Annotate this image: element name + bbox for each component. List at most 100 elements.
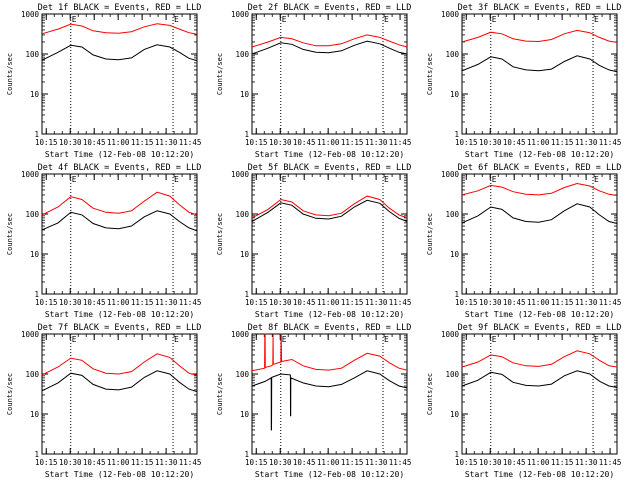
plot-7-ytick-label: 1000: [21, 330, 40, 339]
plot-7-ytick-label: 10: [30, 410, 40, 419]
plot-6-xtick-label: 11:30: [575, 298, 598, 307]
plot-4-xtick-label: 11:00: [107, 298, 130, 307]
plot-3-xtick-label: 11:00: [527, 138, 550, 147]
plot-4-xtick-label: 10:45: [83, 298, 106, 307]
plot-1-lld-line: [41, 23, 198, 35]
plot-6-frame: [461, 173, 618, 295]
plot-4-ytick-label: 1000: [21, 170, 40, 179]
plot-8-ylabel: Counts/sec: [216, 373, 224, 415]
plot-8-ytick-label: 100: [235, 370, 249, 379]
plot-2-xtick-label: 10:15: [245, 138, 268, 147]
plot-8-events-line: [251, 370, 408, 431]
plot-3-marker-label: E: [492, 15, 497, 24]
plot-2-frame: [251, 13, 408, 135]
plot-7-frame: [41, 333, 198, 455]
plot-2-ytick-label: 1: [244, 130, 249, 139]
plot-8-marker-label: E: [384, 335, 389, 344]
plot-5-xtick-label: 11:30: [365, 298, 388, 307]
plot-5-marker-label: E: [282, 175, 287, 184]
plot-7-xlabel: Start Time (12-Feb-08 10:12:20): [45, 470, 194, 479]
plot-4-xtick-label: 11:15: [131, 298, 154, 307]
plot-9-xlabel: Start Time (12-Feb-08 10:12:20): [465, 470, 614, 479]
plot-4-events-line: [41, 210, 198, 232]
plot-2-ytick-label: 100: [235, 50, 249, 59]
plot-5-title: Det 5f BLACK = Events, RED = LLD: [248, 163, 412, 173]
plot-5-xlabel: Start Time (12-Feb-08 10:12:20): [255, 310, 404, 319]
plot-9-ytick-label: 1000: [441, 330, 460, 339]
plot-6-xtick-label: 10:30: [479, 298, 502, 307]
plot-7-events-line: [41, 370, 198, 393]
plot-4-ytick-label: 100: [25, 210, 39, 219]
plot-7-title: Det 7f BLACK = Events, RED = LLD: [38, 323, 202, 333]
plot-4-ylabel: Counts/sec: [6, 213, 14, 255]
plot-6-marker-label: E: [492, 175, 497, 184]
plot-8-ytick-label: 1: [244, 450, 249, 459]
plot-5-xtick-label: 10:30: [269, 298, 292, 307]
plot-2-title: Det 2f BLACK = Events, RED = LLD: [248, 3, 412, 13]
plot-7-xtick-label: 11:15: [131, 458, 154, 467]
plot-3-ytick-label: 100: [445, 50, 459, 59]
plot-8-xtick-label: 11:00: [317, 458, 340, 467]
plot-8-xtick-label: 10:30: [269, 458, 292, 467]
plot-3-xtick-label: 11:30: [575, 138, 598, 147]
plot-7-xtick-label: 10:30: [59, 458, 82, 467]
plot-8-ytick-label: 10: [240, 410, 250, 419]
plot-2-xtick-label: 10:30: [269, 138, 292, 147]
plot-9-ytick-label: 1: [454, 450, 459, 459]
plot-4-ytick-label: 10: [30, 250, 40, 259]
plot-9-frame: [461, 333, 618, 455]
plot-2-xtick-label: 11:45: [389, 138, 412, 147]
plot-2-marker-label: E: [282, 15, 287, 24]
plot-5-marker-label: E: [384, 175, 389, 184]
plot-4-xtick-label: 10:15: [35, 298, 58, 307]
plot-1-ytick-label: 100: [25, 50, 39, 59]
plot-3-events-line: [461, 55, 618, 73]
plot-3-xtick-label: 10:15: [455, 138, 478, 147]
plot-5-ylabel: Counts/sec: [216, 213, 224, 255]
plot-1-xlabel: Start Time (12-Feb-08 10:12:20): [45, 150, 194, 159]
plot-4-ytick-label: 1: [34, 290, 39, 299]
plot-1-xtick-label: 11:30: [155, 138, 178, 147]
plot-9-marker-label: E: [492, 335, 497, 344]
plot-1-frame: [41, 13, 198, 135]
plot-3-xtick-label: 11:45: [599, 138, 622, 147]
plot-6-xtick-label: 11:45: [599, 298, 622, 307]
plot-9-xtick-label: 11:15: [551, 458, 574, 467]
plot-2-events-line: [251, 40, 408, 55]
plot-4-xtick-label: 11:30: [155, 298, 178, 307]
plot-9-xtick-label: 11:30: [575, 458, 598, 467]
plot-6-ytick-label: 100: [445, 210, 459, 219]
plot-3-ylabel: Counts/sec: [426, 53, 434, 95]
plot-7-marker-label: E: [72, 335, 77, 344]
plot-5-xtick-label: 10:45: [293, 298, 316, 307]
plot-9-xtick-label: 10:30: [479, 458, 502, 467]
plot-8-marker-label: E: [282, 335, 287, 344]
plot-9-marker-label: E: [594, 335, 599, 344]
plot-5-ytick-label: 100: [235, 210, 249, 219]
plot-8-ytick-label: 1000: [231, 330, 250, 339]
plot-7-xtick-label: 11:45: [179, 458, 202, 467]
plot-1-xtick-label: 10:15: [35, 138, 58, 147]
plot-9-xtick-label: 10:45: [503, 458, 526, 467]
plot-5-xtick-label: 11:15: [341, 298, 364, 307]
plot-3-ytick-label: 1000: [441, 10, 460, 19]
plot-8-xtick-label: 11:15: [341, 458, 364, 467]
plot-7-marker-label: E: [174, 335, 179, 344]
plot-5-ytick-label: 10: [240, 250, 250, 259]
plot-3-xtick-label: 10:45: [503, 138, 526, 147]
plot-5-events-line: [251, 199, 408, 222]
plot-1-xtick-label: 10:45: [83, 138, 106, 147]
plot-5-xtick-label: 10:15: [245, 298, 268, 307]
plot-7-xtick-label: 10:15: [35, 458, 58, 467]
plot-8-frame: [251, 333, 408, 455]
plot-5-lld-line: [251, 195, 408, 219]
plot-3-marker-label: E: [594, 15, 599, 24]
plot-8-title: Det 8f BLACK = Events, RED = LLD: [248, 323, 412, 333]
plot-3-ytick-label: 1: [454, 130, 459, 139]
plot-4-frame: [41, 173, 198, 295]
plot-1-title: Det 1f BLACK = Events, RED = LLD: [38, 3, 202, 13]
plot-9-xtick-label: 11:45: [599, 458, 622, 467]
plot-4-title: Det 4f BLACK = Events, RED = LLD: [38, 163, 202, 173]
plot-3-title: Det 3f BLACK = Events, RED = LLD: [458, 3, 622, 13]
